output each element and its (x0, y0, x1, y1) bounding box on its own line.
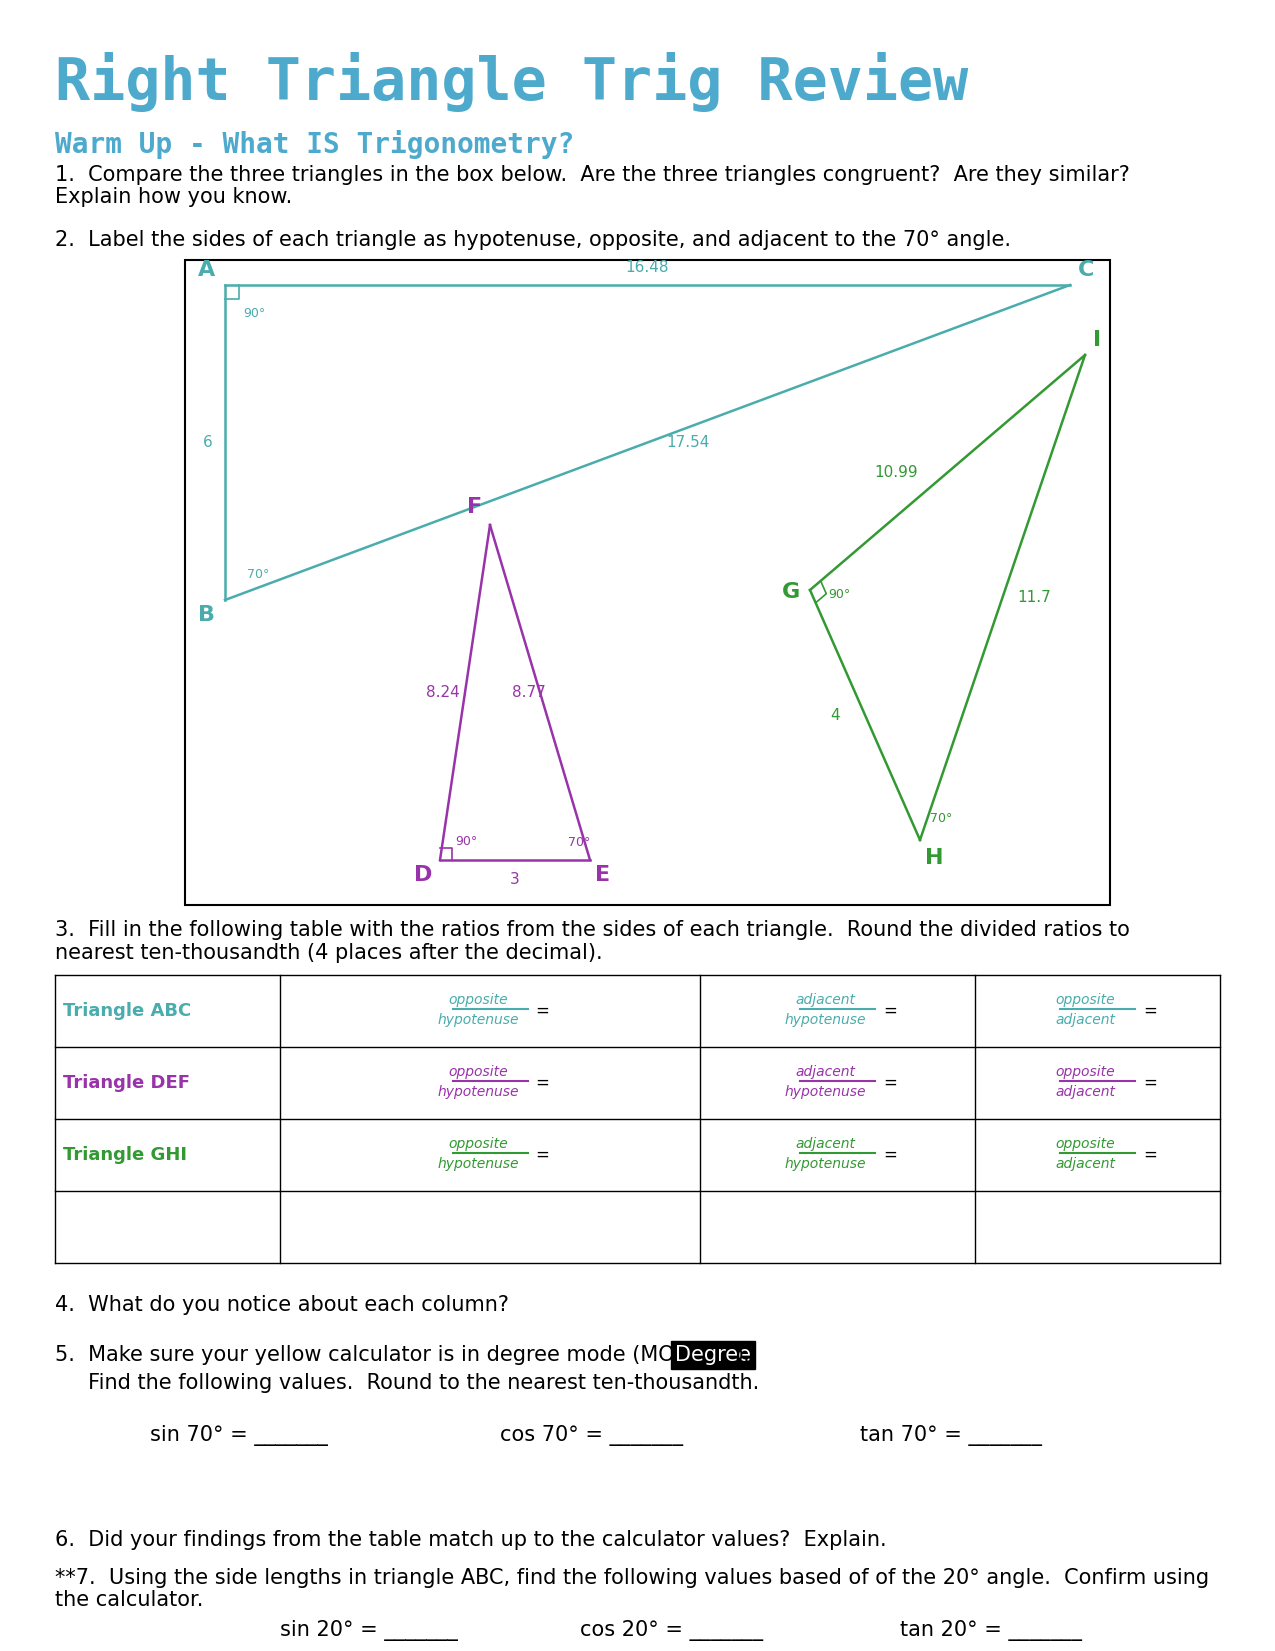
Text: =: = (884, 1075, 896, 1091)
Text: ).: ). (734, 1346, 750, 1365)
Text: 8.24: 8.24 (426, 685, 460, 700)
Text: A: A (198, 259, 215, 281)
Text: Warm Up - What IS Trigonometry?: Warm Up - What IS Trigonometry? (55, 130, 574, 158)
Bar (185, 259, 1111, 905)
Text: 1.  Compare the three triangles in the box below.  Are the three triangles congr: 1. Compare the three triangles in the bo… (55, 165, 1130, 185)
Text: =: = (1142, 1002, 1156, 1020)
Text: 16.48: 16.48 (626, 259, 669, 276)
Text: 3.  Fill in the following table with the ratios from the sides of each triangle.: 3. Fill in the following table with the … (55, 920, 1130, 939)
Text: 6.  Did your findings from the table match up to the calculator values?  Explain: 6. Did your findings from the table matc… (55, 1530, 886, 1550)
Text: I: I (1093, 330, 1102, 350)
Text: Triangle DEF: Triangle DEF (62, 1075, 190, 1091)
Text: hypotenuse: hypotenuse (437, 1157, 519, 1171)
Text: cos 20° = _______: cos 20° = _______ (580, 1620, 764, 1641)
Text: 70°: 70° (247, 568, 269, 581)
Text: tan 20° = _______: tan 20° = _______ (900, 1620, 1082, 1641)
Text: =: = (536, 1146, 550, 1164)
Text: opposite: opposite (449, 992, 507, 1007)
Text: 90°: 90° (827, 588, 850, 601)
Text: hypotenuse: hypotenuse (437, 1014, 519, 1027)
Text: adjacent: adjacent (796, 1138, 856, 1151)
Text: =: = (884, 1146, 896, 1164)
Text: =: = (884, 1002, 896, 1020)
Text: cos 70° = _______: cos 70° = _______ (500, 1425, 683, 1446)
Text: 70°: 70° (567, 835, 590, 849)
Text: 70°: 70° (929, 812, 952, 826)
Text: 8.77: 8.77 (513, 685, 546, 700)
Text: 10.99: 10.99 (873, 466, 918, 480)
Text: the calculator.: the calculator. (55, 1590, 204, 1610)
Text: adjacent: adjacent (796, 992, 856, 1007)
Text: sin 70° = _______: sin 70° = _______ (150, 1425, 328, 1446)
Text: D: D (413, 865, 432, 885)
Text: B: B (198, 604, 215, 626)
Text: Find the following values.  Round to the nearest ten-thousandth.: Find the following values. Round to the … (55, 1374, 759, 1393)
Text: opposite: opposite (1056, 1065, 1116, 1080)
Text: opposite: opposite (449, 1065, 507, 1080)
Text: E: E (595, 865, 611, 885)
Text: G: G (782, 583, 799, 603)
Text: 90°: 90° (455, 835, 477, 849)
Text: Right Triangle Trig Review: Right Triangle Trig Review (55, 51, 968, 112)
Text: F: F (467, 497, 482, 517)
Text: 3: 3 (510, 872, 520, 887)
Text: hypotenuse: hypotenuse (784, 1014, 866, 1027)
Text: hypotenuse: hypotenuse (784, 1085, 866, 1100)
Text: 90°: 90° (244, 307, 265, 320)
Text: Triangle ABC: Triangle ABC (62, 1002, 191, 1020)
Text: hypotenuse: hypotenuse (784, 1157, 866, 1171)
Text: opposite: opposite (1056, 992, 1116, 1007)
Text: C: C (1077, 259, 1094, 281)
Text: adjacent: adjacent (796, 1065, 856, 1080)
Text: adjacent: adjacent (1056, 1085, 1116, 1100)
Text: Degree: Degree (674, 1346, 751, 1365)
Text: =: = (536, 1002, 550, 1020)
Text: 2.  Label the sides of each triangle as hypotenuse, opposite, and adjacent to th: 2. Label the sides of each triangle as h… (55, 229, 1011, 249)
Text: **7.  Using the side lengths in triangle ABC, find the following values based of: **7. Using the side lengths in triangle … (55, 1568, 1209, 1588)
Text: adjacent: adjacent (1056, 1157, 1116, 1171)
Text: Triangle GHI: Triangle GHI (62, 1146, 187, 1164)
Text: 11.7: 11.7 (1017, 589, 1052, 604)
Text: 17.54: 17.54 (666, 434, 709, 451)
Text: nearest ten-thousandth (4 places after the decimal).: nearest ten-thousandth (4 places after t… (55, 943, 603, 963)
Text: =: = (536, 1075, 550, 1091)
Text: sin 20° = _______: sin 20° = _______ (280, 1620, 458, 1641)
Text: 4: 4 (830, 708, 840, 723)
Text: 5.  Make sure your yellow calculator is in degree mode (MODE ->: 5. Make sure your yellow calculator is i… (55, 1346, 736, 1365)
Text: 6: 6 (203, 434, 213, 451)
Text: opposite: opposite (449, 1138, 507, 1151)
Text: 4.  What do you notice about each column?: 4. What do you notice about each column? (55, 1294, 509, 1314)
Text: adjacent: adjacent (1056, 1014, 1116, 1027)
Text: =: = (1142, 1146, 1156, 1164)
Text: tan 70° = _______: tan 70° = _______ (861, 1425, 1042, 1446)
Text: =: = (1142, 1075, 1156, 1091)
Text: Explain how you know.: Explain how you know. (55, 187, 292, 206)
Text: opposite: opposite (1056, 1138, 1116, 1151)
Text: H: H (924, 849, 944, 868)
Text: hypotenuse: hypotenuse (437, 1085, 519, 1100)
